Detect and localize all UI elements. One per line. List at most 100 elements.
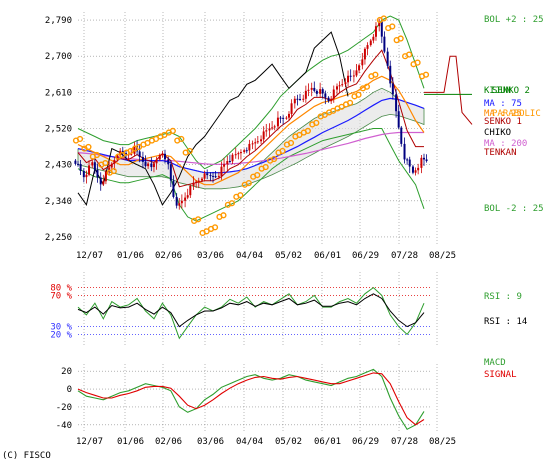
candle-body: [214, 176, 217, 178]
rsi-reference-label: 80 %: [50, 284, 72, 294]
rsi-series-0: [77, 286, 425, 340]
candle-body: [260, 139, 263, 142]
price-grid: [78, 12, 438, 245]
candle-body: [313, 87, 316, 91]
parabolic-dot: [422, 71, 430, 78]
candle-body: [361, 59, 364, 66]
candle-body: [192, 182, 195, 186]
parabolic-dot: [152, 135, 160, 143]
parabolic-dot: [338, 103, 345, 110]
parabolic-dot: [245, 180, 252, 187]
candle-body: [380, 21, 383, 37]
candle-body: [423, 157, 425, 160]
candle-body: [285, 117, 288, 119]
senko1-extension: [424, 55, 473, 125]
candle-body: [186, 195, 189, 198]
macd-x-tick-label: 04/04: [236, 437, 263, 447]
macd-x-tick-label: 08/25: [429, 437, 456, 447]
legend-tenkan: TENKAN: [484, 148, 517, 158]
candle-body: [178, 203, 181, 206]
candle-body: [408, 159, 411, 167]
candle-body: [91, 162, 94, 166]
candle-body: [200, 178, 203, 181]
candle-body: [155, 159, 158, 164]
parabolic-dot: [127, 147, 134, 155]
candle-body: [372, 36, 375, 41]
candle-body: [234, 154, 237, 156]
candle-body: [338, 85, 341, 87]
macd-y-tick-label: 0: [67, 385, 72, 395]
parabolic-dot: [380, 15, 387, 22]
parabolic-dot: [406, 51, 413, 58]
parabolic-dot: [110, 167, 117, 175]
candle-body: [104, 171, 107, 182]
candle-body: [321, 89, 324, 94]
parabolic-dot: [203, 228, 210, 235]
candle-body: [290, 103, 293, 114]
parabolic-dot: [220, 212, 227, 219]
candle-body: [248, 143, 251, 151]
candle-body: [336, 86, 339, 90]
candle-body: [189, 185, 192, 196]
candle-body: [366, 45, 369, 49]
macd-x-tick-label: 02/06: [155, 437, 182, 447]
candle-body: [88, 165, 91, 175]
candle-body: [108, 167, 111, 172]
tenkan-line: [77, 49, 424, 188]
candle-body: [358, 65, 361, 71]
candle-body: [293, 98, 296, 104]
candle-body: [254, 142, 257, 144]
candle-body: [341, 84, 344, 86]
candle-body: [296, 98, 299, 100]
candle-body: [184, 197, 187, 201]
candle-body: [74, 160, 77, 164]
candle-body: [245, 150, 248, 152]
parabolic-dot: [346, 99, 354, 106]
candle-body: [355, 70, 358, 76]
parabolic-dot: [321, 111, 328, 118]
parabolic-dot: [330, 107, 337, 114]
candle-body: [279, 117, 282, 119]
candle-body: [363, 48, 366, 60]
candle-body: [237, 153, 240, 155]
ma200-line: [77, 131, 424, 165]
price-x-tick-label: 02/06: [155, 251, 182, 261]
candle-body: [99, 177, 102, 185]
rsi-reference-label: 30 %: [50, 323, 72, 333]
parabolic-dot: [93, 151, 100, 159]
candle-body: [330, 98, 333, 102]
legend-bol_lower: BOL -2 : 25: [484, 204, 544, 214]
candle-body: [133, 145, 136, 154]
candle-body: [161, 153, 164, 156]
macd-x-tick-label: 07/28: [391, 437, 418, 447]
candle-body: [251, 143, 254, 145]
candle-body: [116, 155, 119, 160]
candle-body: [389, 65, 392, 84]
candle-body: [138, 151, 141, 158]
parabolic-dot: [186, 147, 193, 155]
candle-body: [150, 163, 153, 168]
candle-body: [152, 163, 155, 168]
parabolic-dot: [102, 159, 109, 167]
parabolic-dot: [296, 131, 303, 139]
macd-x-tick-label: 03/06: [197, 437, 224, 447]
candle-body: [344, 82, 347, 85]
ma75-line: [77, 97, 425, 174]
candle-body: [414, 170, 417, 173]
price-x-tick-label: 07/28: [391, 251, 418, 261]
candle-body: [425, 159, 428, 162]
candle-body: [417, 167, 420, 171]
parabolic-dot: [135, 143, 143, 151]
price-x-tick-label: 06/29: [352, 251, 379, 261]
candle-body: [93, 162, 96, 170]
legend-parabolic: PARABOLIC: [492, 109, 541, 119]
candle-body: [239, 152, 242, 154]
candle-body: [209, 175, 212, 177]
candle-body: [226, 161, 229, 165]
candle-body: [400, 127, 403, 144]
candle-body: [195, 181, 198, 183]
candle-body: [228, 161, 231, 163]
candle-body: [206, 173, 209, 176]
candle-body: [276, 117, 279, 127]
ma25-line: [77, 75, 425, 186]
